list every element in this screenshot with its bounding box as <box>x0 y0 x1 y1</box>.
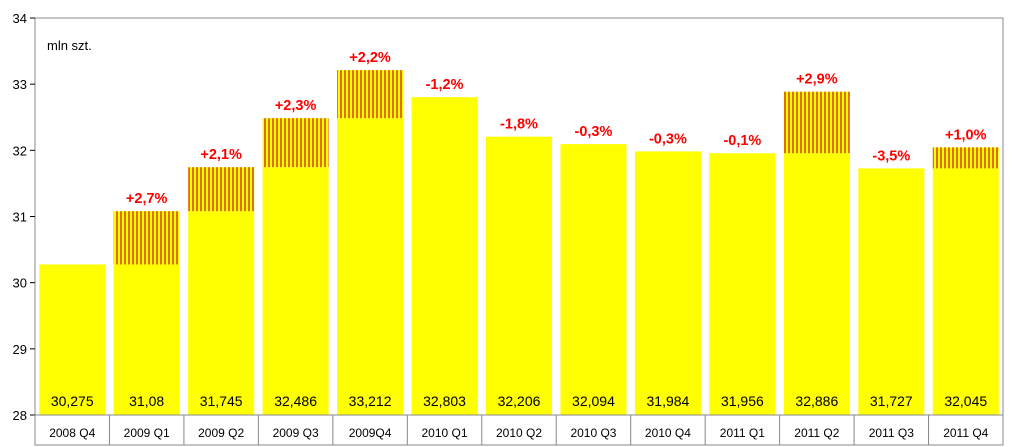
bar-change-label: -1,2% <box>426 77 464 93</box>
y-axis: 28 29 30 31 32 33 34 <box>13 11 35 423</box>
bar <box>858 168 925 415</box>
bar-change-label: -0,3% <box>575 124 613 140</box>
bar <box>486 136 552 415</box>
x-category-label: 2011 Q2 <box>794 426 839 440</box>
y-tick-label: 32 <box>13 143 27 158</box>
x-category-label: 2009 Q2 <box>198 426 244 440</box>
bar-change-label: +2,7% <box>126 191 168 207</box>
bar-value-label: 31,984 <box>647 393 690 409</box>
x-category-label: 2009Q4 <box>349 426 392 440</box>
x-category-label: 2009 Q3 <box>273 426 319 440</box>
y-tick-label: 30 <box>13 276 27 291</box>
bar-increase-segment <box>337 70 404 119</box>
bar-value-label: 32,094 <box>572 393 615 409</box>
labels-group: 30,275 2008 Q4 31,08 +2,7% 2009 Q1 31,745 +2,1… <box>34 50 1004 446</box>
bar-change-label: +2,9% <box>796 72 838 88</box>
bar <box>560 144 627 416</box>
x-category-label: 2010 Q4 <box>645 426 691 440</box>
bar-change-label: -0,3% <box>649 131 687 147</box>
bar-value-label: 30,275 <box>51 393 94 409</box>
x-category-label: 2009 Q1 <box>124 426 170 440</box>
bar-value-label: 32,886 <box>795 393 838 409</box>
bar <box>39 264 106 415</box>
y-tick-label: 33 <box>13 77 27 92</box>
bar-value-label: 32,486 <box>274 393 317 409</box>
bar-value-label: 31,956 <box>721 393 764 409</box>
bar-change-label: +1,0% <box>945 127 987 143</box>
bar <box>262 167 329 415</box>
x-category-label: 2010 Q1 <box>422 426 468 440</box>
bar <box>932 168 999 415</box>
y-tick-label: 34 <box>13 11 27 26</box>
bar <box>188 211 255 415</box>
bars-group <box>39 70 999 416</box>
y-tick-label: 31 <box>13 210 27 225</box>
bar-change-label: -1,8% <box>500 117 538 133</box>
category-band <box>34 414 1004 446</box>
unit-label: mln szt. <box>47 38 92 53</box>
bar <box>113 264 180 415</box>
x-category-label: 2011 Q1 <box>720 426 765 440</box>
bar <box>411 97 478 415</box>
x-category-label: 2010 Q3 <box>570 426 616 440</box>
x-category-label: 2011 Q3 <box>869 426 914 440</box>
bar-increase-segment <box>932 147 999 169</box>
bar-value-label: 32,803 <box>423 393 466 409</box>
bar-value-label: 31,745 <box>200 393 243 409</box>
bar-value-label: 32,206 <box>498 393 541 409</box>
bar-change-label: +2,3% <box>275 98 317 114</box>
x-category-label: 2010 Q2 <box>496 426 542 440</box>
bar-increase-segment <box>188 167 255 212</box>
bar-change-label: -0,1% <box>723 133 761 149</box>
bar-change-label: +2,1% <box>200 147 242 163</box>
y-tick-label: 28 <box>13 408 27 423</box>
bar-change-label: +2,2% <box>349 50 391 66</box>
bar-change-label: -3,5% <box>872 148 910 164</box>
bar-value-label: 31,727 <box>870 393 913 409</box>
y-tick-label: 29 <box>13 342 27 357</box>
bar-increase-segment <box>783 91 850 154</box>
bar <box>783 153 850 415</box>
bar-value-label: 31,08 <box>129 393 164 409</box>
bar <box>709 153 776 415</box>
bar-increase-segment <box>262 118 329 168</box>
x-category-label: 2011 Q4 <box>943 426 988 440</box>
bar-increase-segment <box>113 211 180 265</box>
bar-value-label: 32,045 <box>944 393 987 409</box>
x-category-label: 2008 Q4 <box>49 426 95 440</box>
bar-value-label: 33,212 <box>349 393 392 409</box>
bar <box>337 118 404 415</box>
bar <box>634 151 701 415</box>
